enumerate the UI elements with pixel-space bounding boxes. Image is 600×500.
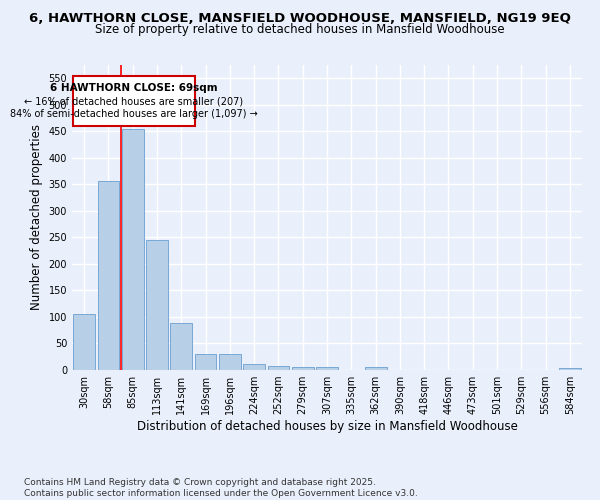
Text: 6, HAWTHORN CLOSE, MANSFIELD WOODHOUSE, MANSFIELD, NG19 9EQ: 6, HAWTHORN CLOSE, MANSFIELD WOODHOUSE, … [29,12,571,26]
Y-axis label: Number of detached properties: Number of detached properties [30,124,43,310]
Bar [365,368,386,370]
Bar [122,128,143,370]
Bar [73,314,95,370]
Text: Contains HM Land Registry data © Crown copyright and database right 2025.
Contai: Contains HM Land Registry data © Crown c… [24,478,418,498]
Bar [146,240,168,370]
Bar [219,354,241,370]
Bar [170,324,192,370]
Bar [268,366,289,370]
FancyBboxPatch shape [73,76,194,126]
Bar [316,368,338,370]
Bar [243,364,265,370]
Bar [559,368,581,370]
Bar [194,354,217,370]
Bar [97,180,119,370]
Text: 6 HAWTHORN CLOSE: 69sqm: 6 HAWTHORN CLOSE: 69sqm [50,82,218,92]
Bar [292,368,314,370]
Text: 84% of semi-detached houses are larger (1,097) →: 84% of semi-detached houses are larger (… [10,109,258,119]
Text: Size of property relative to detached houses in Mansfield Woodhouse: Size of property relative to detached ho… [95,22,505,36]
Text: ← 16% of detached houses are smaller (207): ← 16% of detached houses are smaller (20… [25,96,244,106]
X-axis label: Distribution of detached houses by size in Mansfield Woodhouse: Distribution of detached houses by size … [137,420,517,433]
